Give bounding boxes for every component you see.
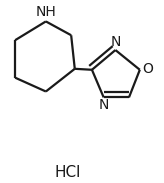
Text: NH: NH [35, 5, 56, 18]
Text: N: N [99, 98, 109, 112]
Text: O: O [143, 62, 153, 76]
Text: HCl: HCl [54, 165, 81, 180]
Text: N: N [110, 35, 121, 49]
